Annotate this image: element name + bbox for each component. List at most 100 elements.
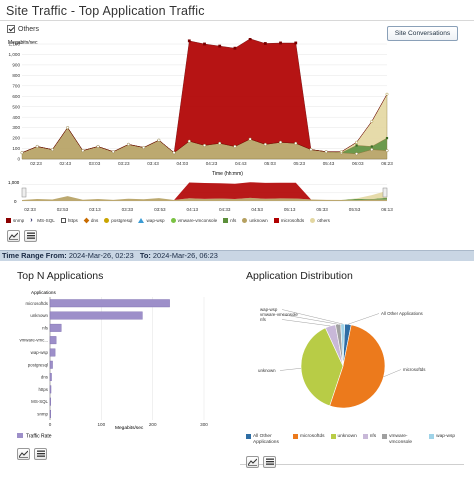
legend-item-dns[interactable]: dns: [83, 217, 99, 223]
line-chart-button[interactable]: [7, 230, 20, 242]
title-divider: [0, 20, 474, 21]
top-n-category-label: wap-wsp: [31, 350, 49, 355]
nav-x-tick-label: 05:33: [316, 207, 328, 212]
top-n-bar-6[interactable]: [49, 373, 52, 382]
x-tick-label: 04:43: [235, 161, 247, 166]
x-tick-label: 02:43: [60, 161, 72, 166]
top-n-bar-0[interactable]: [49, 299, 170, 308]
legend-marker-icon: ›: [30, 216, 33, 224]
top-n-x-tick: 100: [97, 422, 105, 427]
point-unknown: [263, 142, 267, 146]
legend-label: snmp: [13, 217, 25, 223]
point-nfs: [370, 145, 373, 148]
time-range-to-value: 2024-Mar-26, 06:23: [152, 251, 218, 260]
legend-item-postgresql[interactable]: postgresql: [104, 217, 132, 223]
legend-label: dns: [90, 217, 99, 223]
distribution-legend-item[interactable]: wap-wsp: [429, 434, 455, 445]
legend-marker-icon: [310, 217, 316, 223]
distribution-legend-item[interactable]: All Other Applications: [246, 434, 287, 445]
distribution-table-button[interactable]: [263, 456, 276, 468]
point-others: [339, 150, 343, 154]
top-n-line-chart-button[interactable]: [17, 448, 30, 460]
point-unknown: [248, 137, 252, 141]
nav-x-tick-label: 05:53: [349, 207, 361, 212]
legend-item-vmware-vmconsole[interactable]: vmware-vmconsole: [170, 217, 218, 223]
top-n-bar-1[interactable]: [49, 311, 143, 320]
navigator-right-handle[interactable]: [382, 187, 388, 198]
navigator-left-handle[interactable]: [21, 187, 27, 198]
top-n-bar-5[interactable]: [49, 360, 53, 369]
point-microsoftds: [218, 44, 222, 48]
top-n-table-button[interactable]: [34, 448, 47, 460]
legend-item-ms-sql[interactable]: › MS-SQL: [30, 216, 55, 224]
site-conversations-button[interactable]: Site Conversations: [387, 26, 458, 41]
legend-item-https[interactable]: https: [60, 217, 78, 223]
legend-label: unknown: [249, 217, 268, 223]
legend-label: microsoftds: [300, 434, 325, 439]
top-n-category-label: microsoftds: [26, 301, 49, 306]
x-axis-title: Time (hh:mm): [212, 171, 243, 177]
y-tick-label: 800: [12, 73, 20, 78]
legend-item-unknown[interactable]: unknown: [242, 217, 268, 223]
y-tick-label: 700: [12, 83, 20, 88]
nav-x-tick-label: 04:13: [187, 207, 199, 212]
legend-item-nfs[interactable]: nfs: [223, 217, 237, 223]
distribution-toolbar: [246, 456, 276, 468]
legend-item-microsoftds[interactable]: microsoftds: [273, 217, 304, 223]
point-unknown: [157, 138, 161, 142]
distribution-line-chart-button[interactable]: [246, 456, 259, 468]
distribution-divider: [240, 464, 464, 465]
point-unknown: [126, 142, 131, 146]
top-n-bar-3[interactable]: [49, 336, 57, 345]
point-nfs: [385, 136, 389, 140]
y-tick-label: 500: [12, 104, 20, 109]
y-tick-label: 300: [12, 125, 20, 130]
point-unknown: [202, 143, 207, 147]
others-checkbox[interactable]: Others: [7, 25, 39, 33]
top-n-bar-9[interactable]: [49, 409, 52, 418]
series-legend: snmp › MS-SQL https dns postgresql wap-wsp vmwa…: [6, 215, 466, 225]
point-unknown: [355, 152, 359, 156]
distribution-legend-item[interactable]: microsoftds: [293, 434, 325, 445]
line-chart-icon: [248, 458, 257, 466]
checkbox-checked-icon[interactable]: [7, 25, 15, 33]
distribution-legend-item[interactable]: vmware-vmconsole: [382, 434, 423, 445]
pie-leader-line: [383, 369, 402, 377]
top-n-title: Top N Applications: [17, 270, 104, 282]
point-unknown: [324, 150, 328, 154]
legend-item-snmp[interactable]: snmp: [6, 217, 25, 223]
x-tick-label: 02:23: [30, 161, 42, 166]
y-tick-label: 200: [12, 136, 20, 141]
timeline-navigator[interactable]: 1,000 0 02:33 02:53 03:13 03:33 03:53 04:13 04…: [0, 178, 474, 216]
legend-label: All Other Applications: [253, 434, 279, 445]
table-view-button[interactable]: [24, 230, 37, 242]
legend-label: vmware-vmconsole: [177, 217, 218, 223]
legend-item-others[interactable]: others: [310, 217, 330, 223]
pie-slice-2[interactable]: [300, 327, 344, 407]
top-n-bar-8[interactable]: [49, 397, 52, 406]
point-others: [385, 92, 389, 96]
pie-leader-line: [281, 314, 339, 325]
legend-marker-icon: [273, 217, 279, 223]
distribution-legend-item[interactable]: nfs: [362, 434, 376, 445]
nav-area-unknown: [22, 196, 387, 201]
pie-leader-line: [281, 319, 331, 327]
y-tick-label: 400: [12, 115, 20, 120]
point-unknown: [66, 126, 70, 130]
legend-marker-icon: [6, 217, 11, 223]
legend-label: unknown: [337, 434, 357, 439]
distribution-legend-item[interactable]: unknown: [330, 434, 357, 445]
point-unknown: [111, 150, 115, 154]
point-unknown: [20, 151, 24, 155]
top-n-bar-2[interactable]: [49, 323, 62, 332]
top-n-bar-7[interactable]: [49, 385, 52, 394]
top-n-toolbar: [17, 448, 47, 460]
others-label: Others: [18, 25, 40, 33]
point-microsoftds: [187, 39, 191, 43]
legend-label: nfs: [230, 217, 237, 223]
legend-item-wap-wsp[interactable]: wap-wsp: [138, 217, 165, 223]
legend-marker-icon: [60, 217, 66, 223]
x-tick-label: 04:03: [177, 161, 189, 166]
top-n-bar-4[interactable]: [49, 348, 56, 357]
point-microsoftds: [203, 42, 206, 46]
